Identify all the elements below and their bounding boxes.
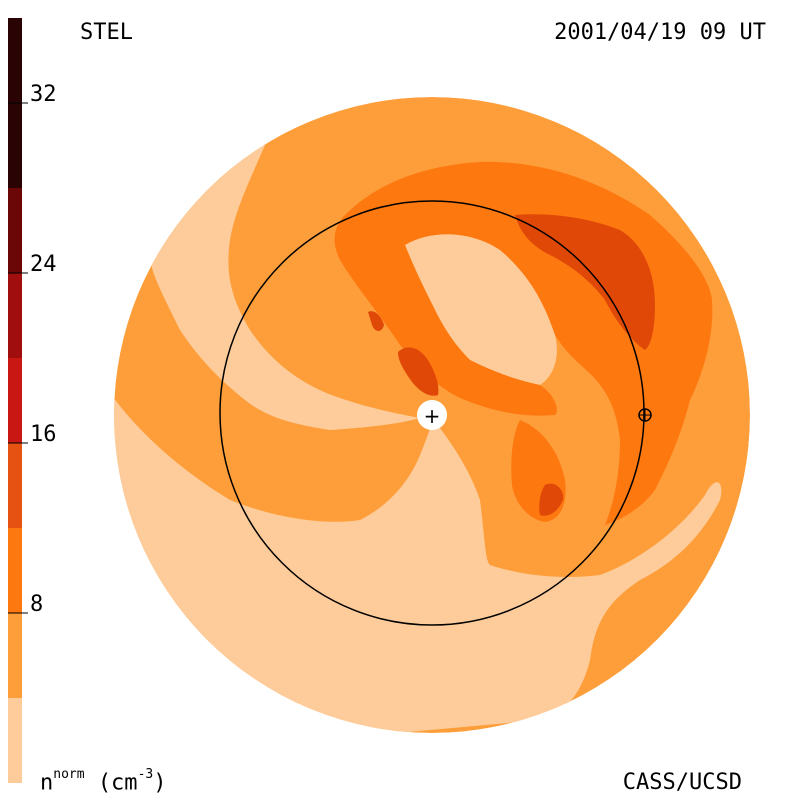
sun-disc	[417, 400, 447, 430]
colorbar	[8, 18, 28, 783]
region-light-south	[114, 360, 722, 733]
credit-label: CASS/UCSD	[622, 770, 742, 795]
colorbar-segment-3	[8, 528, 22, 613]
instrument-label: STEL	[80, 20, 133, 45]
region-dark-spot-south	[539, 483, 564, 516]
region-dark-spot	[368, 311, 384, 331]
unit-superscript: norm	[53, 767, 85, 782]
timestamp-label: 2001/04/19 09 UT	[554, 20, 766, 45]
unit-close: )	[153, 770, 167, 796]
colorbar-tick-label-24: 24	[30, 252, 57, 277]
sun-marker: +	[424, 404, 441, 428]
region-light-center	[405, 234, 557, 385]
colorbar-tick-label-8: 8	[30, 592, 44, 617]
region-dark-center	[398, 347, 439, 396]
colorbar-segment-1	[8, 698, 22, 783]
colorbar-segment-4	[8, 443, 22, 528]
colorbar-tick-label-16: 16	[30, 422, 57, 447]
colorbar-segment-7	[8, 188, 22, 273]
colorbar-segment-6	[8, 273, 22, 358]
colorbar-segment-5	[8, 358, 22, 443]
streak-2	[140, 420, 220, 423]
unit-base: n	[40, 770, 54, 796]
colorbar-segment-2	[8, 613, 22, 698]
colorbar-tick-label-32: 32	[30, 82, 57, 107]
colorbar-unit-label: nnorm (cm-3)	[40, 767, 167, 796]
unit-paren: (cm	[97, 770, 138, 796]
unit-exponent: -3	[137, 767, 154, 782]
orbit-circle	[219, 200, 645, 626]
streak-1	[138, 410, 228, 413]
